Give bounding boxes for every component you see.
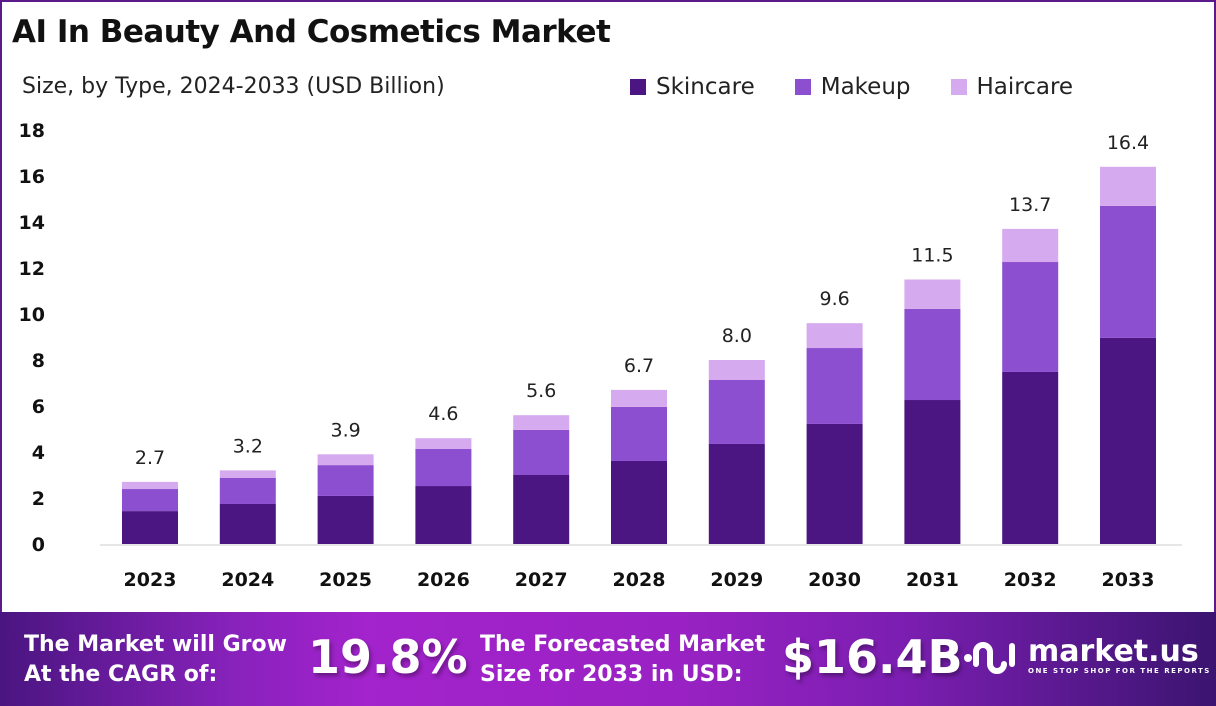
bar-segment-makeup bbox=[513, 429, 570, 475]
bar-segment-makeup bbox=[806, 348, 863, 424]
y-tick-label: 18 bbox=[19, 120, 45, 142]
total-label: 4.6 bbox=[428, 403, 458, 425]
y-tick-label: 8 bbox=[32, 350, 45, 372]
bar-segment-haircare bbox=[611, 389, 667, 407]
market-us-logo-icon bbox=[964, 642, 1015, 674]
bar-segment-skincare bbox=[611, 460, 667, 544]
bar-segment-haircare bbox=[1002, 228, 1059, 263]
bar-segment-skincare bbox=[219, 503, 276, 544]
bar-segment-skincare bbox=[708, 443, 765, 544]
bar-segment-haircare bbox=[122, 481, 178, 490]
bar-segment-makeup bbox=[219, 477, 276, 504]
total-label: 9.6 bbox=[819, 288, 849, 310]
x-tick-label: 2027 bbox=[515, 569, 568, 591]
legend-swatch bbox=[950, 79, 967, 95]
legend-label: Skincare bbox=[656, 74, 755, 100]
bar-segment-makeup bbox=[1002, 262, 1059, 372]
x-tick-label: 2029 bbox=[710, 569, 763, 591]
forecast-label-line: Size for 2033 in USD: bbox=[480, 662, 743, 687]
bar-segment-haircare bbox=[708, 360, 765, 381]
legend-swatch bbox=[794, 79, 811, 95]
chart-frame bbox=[0, 0, 1216, 614]
total-label: 11.5 bbox=[911, 245, 953, 267]
cagr-value: 19.8% bbox=[308, 630, 468, 684]
total-label: 13.7 bbox=[1009, 194, 1051, 216]
bar-segment-haircare bbox=[806, 323, 863, 349]
bar-segment-haircare bbox=[904, 279, 961, 309]
bar-segment-skincare bbox=[317, 495, 374, 544]
forecast-value: $16.4B bbox=[782, 630, 963, 684]
total-label: 2.7 bbox=[135, 447, 165, 469]
total-label: 3.2 bbox=[233, 435, 263, 457]
total-label: 3.9 bbox=[330, 419, 360, 441]
y-tick-label: 0 bbox=[32, 534, 45, 556]
bar-segment-makeup bbox=[611, 406, 667, 461]
x-tick-label: 2030 bbox=[808, 569, 861, 591]
x-tick-label: 2031 bbox=[906, 569, 959, 591]
legend-label: Makeup bbox=[820, 74, 911, 100]
chart-subtitle: Size, by Type, 2024-2033 (USD Billion) bbox=[22, 74, 445, 99]
y-tick-label: 14 bbox=[19, 212, 45, 234]
total-label: 6.7 bbox=[624, 355, 654, 377]
x-tick-label: 2025 bbox=[319, 569, 372, 591]
bar-segment-haircare bbox=[219, 470, 276, 478]
bar-segment-haircare bbox=[317, 454, 374, 466]
legend-label: Haircare bbox=[976, 74, 1074, 100]
forecast-label: The Forecasted Market Size for 2033 in U… bbox=[480, 630, 765, 690]
logo-tagline: ONE STOP SHOP FOR THE REPORTS bbox=[1028, 667, 1211, 675]
chart-title: AI In Beauty And Cosmetics Market bbox=[12, 14, 611, 50]
x-tick-label: 2023 bbox=[124, 569, 177, 591]
bar-segment-haircare bbox=[415, 438, 472, 450]
y-tick-label: 6 bbox=[32, 396, 45, 418]
y-tick-label: 2 bbox=[32, 488, 45, 510]
bar-segment-makeup bbox=[122, 489, 178, 512]
bar-segment-makeup bbox=[904, 308, 961, 401]
bar-segment-skincare bbox=[415, 486, 472, 544]
x-tick-label: 2028 bbox=[613, 569, 666, 591]
bar-segment-makeup bbox=[415, 449, 472, 487]
total-label: 8.0 bbox=[722, 325, 752, 347]
bar-segment-skincare bbox=[806, 423, 863, 544]
x-tick-label: 2024 bbox=[221, 569, 274, 591]
bar-segment-makeup bbox=[317, 465, 374, 496]
stacked-bar-chart: 0 2 4 6 8 10 12 14 16 18 2.7 2023 3.2 2024 3.9 2025 4.6 2… bbox=[19, 120, 1182, 591]
y-tick-label: 4 bbox=[32, 442, 45, 464]
bar-segment-makeup bbox=[1100, 205, 1156, 338]
bar-segment-skincare bbox=[1002, 371, 1059, 544]
bar-segment-skincare bbox=[122, 511, 178, 544]
x-tick-label: 2033 bbox=[1102, 569, 1155, 591]
total-label: 5.6 bbox=[526, 380, 556, 402]
footer-banner: The Market will Grow At the CAGR of: 19.… bbox=[0, 612, 1216, 706]
cagr-label: The Market will Grow At the CAGR of: bbox=[24, 630, 287, 690]
bar-segment-makeup bbox=[708, 380, 765, 444]
legend-swatch bbox=[630, 79, 646, 95]
y-tick-label: 16 bbox=[19, 166, 45, 188]
x-tick-label: 2026 bbox=[417, 569, 470, 591]
cagr-label-line: At the CAGR of: bbox=[24, 662, 218, 687]
logo-name: market.us bbox=[1028, 634, 1199, 669]
cagr-label-line: The Market will Grow bbox=[24, 632, 287, 657]
legend-item-makeup: Makeup bbox=[794, 74, 911, 100]
bar-segment-skincare bbox=[513, 475, 570, 544]
y-tick-label: 12 bbox=[19, 258, 45, 280]
legend-item-skincare: Skincare bbox=[630, 74, 755, 100]
bar-segment-skincare bbox=[904, 400, 961, 544]
x-tick-label: 2032 bbox=[1004, 569, 1057, 591]
forecast-label-line: The Forecasted Market bbox=[480, 632, 766, 657]
y-tick-label: 10 bbox=[19, 304, 45, 326]
legend: Skincare Makeup Haircare bbox=[630, 74, 1073, 100]
legend-item-haircare: Haircare bbox=[950, 74, 1074, 100]
bar-segment-skincare bbox=[1100, 337, 1156, 544]
bar-segment-haircare bbox=[513, 415, 570, 430]
market-us-logo: market.us ONE STOP SHOP FOR THE REPORTS bbox=[962, 634, 1211, 678]
bar-segment-haircare bbox=[1100, 166, 1156, 206]
total-label: 16.4 bbox=[1107, 132, 1149, 154]
